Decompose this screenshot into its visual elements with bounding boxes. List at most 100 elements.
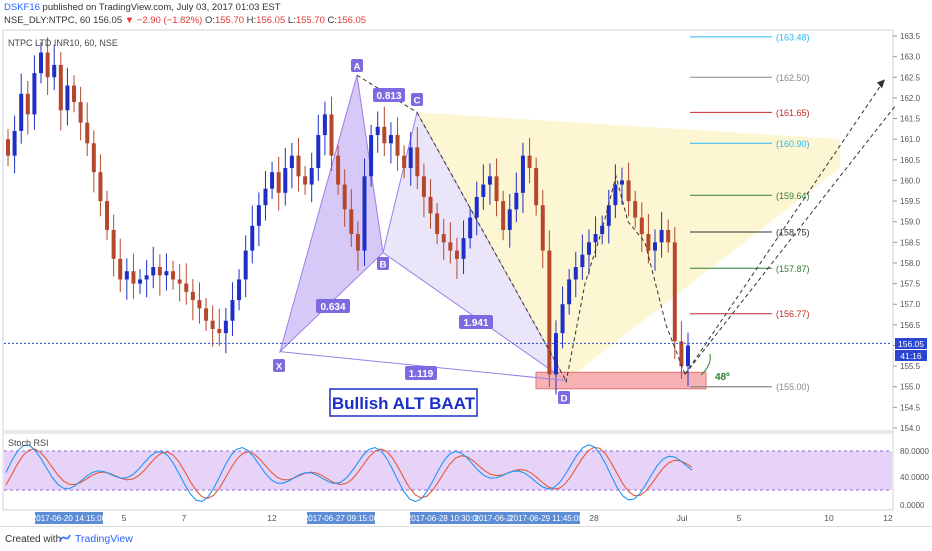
timestamp-tag-box (478, 512, 512, 524)
candle-body (560, 304, 565, 334)
candle-body (131, 271, 136, 284)
candle-body (164, 271, 169, 276)
candle-body (124, 271, 129, 280)
projection-line-upper (684, 79, 886, 375)
point-a-box (351, 59, 363, 72)
open-label: O: (204, 15, 215, 26)
publisher-username[interactable]: DSKF16 (4, 2, 40, 13)
candle-body (190, 291, 195, 301)
candle-body (686, 345, 690, 367)
candle-body (78, 102, 83, 123)
price-axis-tick: 159.0 (900, 218, 921, 227)
price-axis-tick: 159.5 (900, 197, 921, 206)
timestamp-tag: 2017-06-29 11:45:00 (509, 514, 583, 523)
candle-body (289, 155, 294, 169)
countdown-tag-text: 41:16 (900, 351, 922, 361)
price-axis-tick: 161.0 (900, 135, 921, 144)
candle-body (540, 205, 545, 251)
point-a-label: A (354, 62, 361, 73)
candle-body (39, 52, 44, 74)
publish-header: DSKF16 published on TradingView.com, Jul… (4, 2, 281, 13)
candle-body (547, 250, 552, 375)
candle-body (263, 188, 268, 206)
ratio-xd-label: 1.119 (409, 369, 434, 380)
time-tick: 10 (824, 513, 834, 523)
candle-body (415, 147, 420, 177)
candle-body (25, 93, 30, 115)
candle-body (91, 143, 96, 173)
candle-body (388, 135, 393, 144)
candle-body (514, 192, 519, 210)
fib-level-label: (161.65) (776, 108, 810, 118)
tradingview-brand[interactable]: TradingView (75, 533, 133, 545)
candle-body (441, 234, 446, 243)
price-axis-tick: 163.5 (900, 32, 921, 41)
candle-body (435, 213, 440, 235)
candle-body (111, 229, 116, 259)
close-label: C: (327, 15, 338, 26)
candle-body (382, 126, 387, 144)
candle-body (553, 333, 558, 375)
time-axis[interactable]: 5 7 12 28 Jul 5 10 12 2017-06-20 14:15:0… (32, 512, 893, 524)
candle-body (72, 85, 77, 103)
candle-body (494, 176, 499, 202)
timestamp-tag-box (35, 512, 103, 524)
stoch-axis-tick: 80.0000 (900, 447, 929, 456)
candle-body (679, 341, 684, 367)
timestamp-tag: 2017-06-28 10:30:00 (407, 514, 482, 523)
price-chart[interactable]: (163.48) (162.50) (161.65) (160.90) (159.64)… (0, 0, 932, 526)
candle-body (276, 172, 281, 193)
candle-body (527, 155, 532, 169)
open-value: 155.70 (214, 15, 245, 26)
candle-body (402, 155, 407, 169)
ratio-bd-label: 1.941 (463, 318, 488, 329)
candle-body (613, 184, 618, 206)
candle-body (19, 93, 24, 131)
candle-body (270, 172, 275, 189)
time-tick: 5 (122, 513, 127, 523)
close-value: 156.05 (337, 15, 367, 26)
stoch-rsi-label: Stoch RSI (8, 438, 49, 448)
price-axis-tick: 160.5 (900, 156, 921, 165)
timestamp-tag: 2017-06-28 (475, 514, 516, 523)
candle-body (593, 234, 598, 243)
price-axis-tick: 158.5 (900, 238, 921, 247)
timestamp-tag-box (410, 512, 478, 524)
low-label: L: (287, 15, 296, 26)
candle-body (151, 267, 156, 276)
price-axis-tick: 160.0 (900, 176, 921, 185)
price-axis[interactable]: 163.5 163.0 162.5 162.0 161.5 161.0 160.5 160.0… (893, 32, 921, 433)
price-axis-tick: 155.5 (900, 362, 921, 371)
candle-body (520, 155, 525, 193)
candle-body (316, 135, 321, 169)
high-label: H: (246, 15, 257, 26)
candle-body (369, 135, 374, 177)
candle-body (309, 168, 314, 185)
high-value: 156.05 (256, 15, 286, 26)
time-tick: 12 (883, 513, 893, 523)
ratio-xb-label: 0.634 (320, 302, 345, 313)
candle-body (652, 242, 657, 251)
candle-body (336, 155, 341, 185)
candle-body (481, 184, 486, 197)
candle-body (606, 205, 611, 226)
candle-body (98, 172, 103, 202)
ratio-xb-box (316, 299, 350, 313)
fib-level-label: (157.87) (776, 264, 810, 274)
instrument-label: NTPC LTD INR10, 60, NSE (8, 38, 118, 48)
candle-body (355, 234, 360, 251)
candle-body (646, 234, 651, 251)
price-axis-tick: 163.0 (900, 53, 921, 62)
candle-body (349, 209, 354, 235)
angle-label: 48º (715, 372, 730, 383)
candle-body (659, 229, 664, 243)
candle-body (243, 250, 248, 280)
point-b-label: B (380, 260, 387, 271)
symbol-interval: NSE_DLY:NTPC, 60 (4, 15, 91, 26)
cd-dash-line (416, 112, 567, 381)
candle-body (105, 201, 110, 230)
candle-body (672, 242, 677, 342)
candle-body (586, 242, 591, 255)
candle-body (408, 147, 413, 169)
price-axis-tick: 154.0 (900, 424, 921, 433)
